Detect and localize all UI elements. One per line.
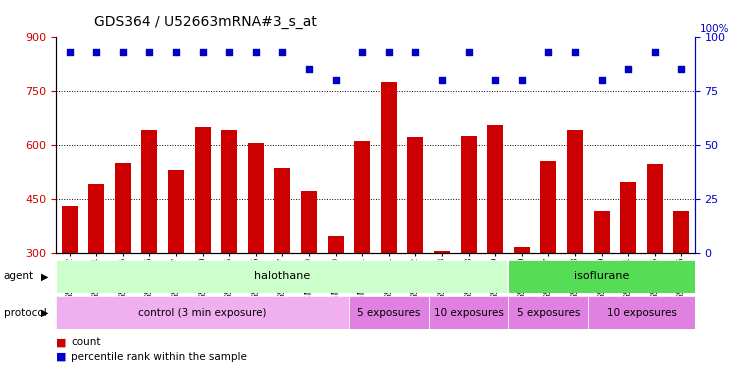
Text: count: count (71, 337, 101, 347)
Bar (381, 82, 397, 361)
Point (622, 66, 634, 72)
Point (489, 77, 501, 83)
Point (170, 49, 182, 55)
Bar (434, 251, 450, 361)
Bar (274, 168, 291, 361)
Bar (588, 296, 695, 329)
Point (569, 49, 581, 55)
Bar (56, 296, 349, 329)
Text: protocol: protocol (4, 308, 47, 318)
Point (383, 49, 395, 55)
Text: 100%: 100% (700, 24, 730, 34)
Point (250, 49, 262, 55)
Point (356, 49, 368, 55)
Bar (593, 211, 610, 361)
Point (409, 49, 421, 55)
Bar (62, 206, 77, 361)
Bar (327, 236, 344, 361)
Bar (248, 143, 264, 361)
Text: 10 exposures: 10 exposures (433, 308, 503, 318)
Text: 5 exposures: 5 exposures (517, 308, 580, 318)
Point (596, 77, 608, 83)
Bar (567, 130, 583, 361)
Point (516, 77, 528, 83)
Point (330, 77, 342, 83)
Text: GDS364 / U52663mRNA#3_s_at: GDS364 / U52663mRNA#3_s_at (94, 15, 317, 29)
Text: percentile rank within the sample: percentile rank within the sample (71, 352, 247, 362)
Bar (301, 191, 317, 361)
Text: 5 exposures: 5 exposures (357, 308, 421, 318)
Text: halothane: halothane (255, 271, 310, 281)
Bar (674, 211, 689, 361)
Bar (429, 296, 508, 329)
Bar (647, 164, 663, 361)
Bar (195, 127, 210, 361)
Text: agent: agent (4, 271, 34, 281)
Bar (541, 161, 556, 361)
Point (542, 49, 554, 55)
Bar (514, 247, 529, 361)
Bar (508, 296, 588, 329)
Point (303, 66, 315, 72)
Bar (487, 125, 503, 361)
Bar (460, 135, 477, 361)
Point (197, 49, 209, 55)
Bar (89, 184, 104, 361)
Text: ▶: ▶ (41, 308, 49, 318)
Text: 10 exposures: 10 exposures (607, 308, 677, 318)
Bar (508, 260, 695, 293)
Bar (349, 296, 429, 329)
Point (223, 49, 235, 55)
Text: isoflurane: isoflurane (574, 271, 629, 281)
Point (64, 49, 76, 55)
Point (143, 49, 155, 55)
Point (675, 66, 687, 72)
Point (276, 49, 288, 55)
Text: ▶: ▶ (41, 271, 49, 281)
Bar (56, 260, 508, 293)
Bar (408, 137, 424, 361)
Point (436, 77, 448, 83)
Text: ■: ■ (56, 337, 67, 347)
Bar (620, 182, 636, 361)
Point (463, 49, 475, 55)
Point (90, 49, 102, 55)
Bar (141, 130, 158, 361)
Text: control (3 min exposure): control (3 min exposure) (138, 308, 267, 318)
Point (117, 49, 129, 55)
Point (649, 49, 661, 55)
Bar (115, 163, 131, 361)
Text: ■: ■ (56, 352, 67, 362)
Bar (354, 141, 370, 361)
Bar (222, 130, 237, 361)
Bar (168, 170, 184, 361)
